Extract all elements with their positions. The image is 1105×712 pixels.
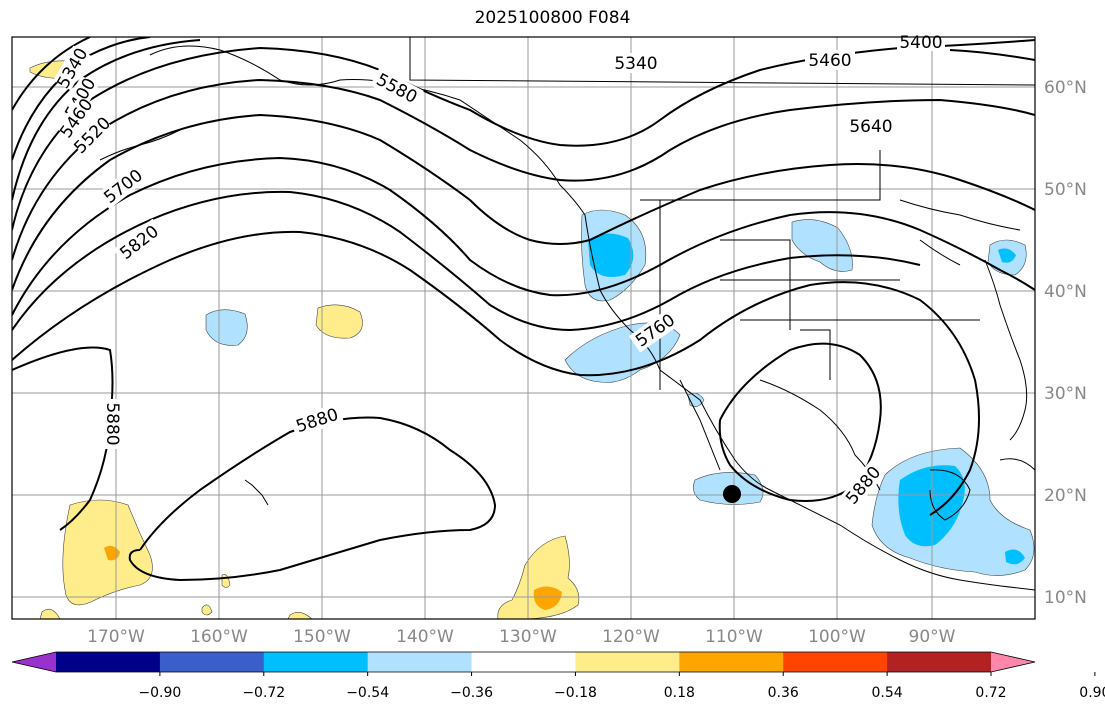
longitude-labels: 170°W 160°W 150°W 140°W 130°W 120°W 110°… bbox=[87, 627, 956, 647]
colorbar-tick-label: 0.72 bbox=[975, 685, 1006, 701]
positive-anomaly-area bbox=[287, 611, 313, 619]
lon-label: 110°W bbox=[705, 627, 763, 647]
positive-anomaly-area bbox=[315, 304, 363, 339]
height-contours bbox=[12, 37, 1035, 582]
colorbar-segment bbox=[575, 652, 680, 672]
colorbar-segment bbox=[679, 652, 784, 672]
colorbar-segment bbox=[159, 652, 265, 672]
strong-negative-anomaly-area bbox=[1005, 549, 1025, 565]
lat-label: 60°N bbox=[1044, 78, 1087, 98]
lon-label: 100°W bbox=[808, 627, 866, 647]
lat-label: 50°N bbox=[1044, 180, 1087, 200]
colorbar-extend-high bbox=[991, 652, 1035, 672]
contour-label: 5640 bbox=[849, 117, 892, 137]
strong-positive-anomaly-area bbox=[533, 586, 562, 610]
colorbar-tick-label: −0.72 bbox=[242, 685, 285, 701]
colorbar-extend-low bbox=[12, 652, 56, 672]
coastlines bbox=[99, 37, 1035, 591]
colorbar-tick-label: 0.18 bbox=[664, 685, 695, 701]
lon-label: 90°W bbox=[909, 627, 956, 647]
colorbar-tick-label: −0.54 bbox=[346, 685, 389, 701]
contour-label: 5400 bbox=[899, 33, 942, 53]
colorbar-tick-label: −0.36 bbox=[450, 685, 493, 701]
lon-label: 140°W bbox=[396, 627, 454, 647]
colorbar-segment bbox=[887, 652, 992, 672]
colorbar-segment bbox=[56, 652, 161, 672]
latitude-labels: 60°N 50°N 40°N 30°N 20°N 10°N bbox=[1044, 78, 1087, 608]
contour-label: 5460 bbox=[808, 51, 851, 71]
strong-negative-anomaly-area bbox=[998, 248, 1016, 263]
colorbar-segment bbox=[263, 652, 369, 672]
lat-label: 20°N bbox=[1044, 486, 1087, 506]
positive-anomaly-area bbox=[39, 608, 61, 619]
colorbar-tick-label: 0.90 bbox=[1079, 685, 1105, 701]
lat-label: 40°N bbox=[1044, 282, 1087, 302]
map-frame bbox=[11, 36, 1036, 620]
colorbar-tick-label: −0.18 bbox=[554, 685, 597, 701]
colorbar-tick-label: −0.90 bbox=[138, 685, 181, 701]
colorbar-outline bbox=[11, 651, 1036, 673]
negative-anomaly-area bbox=[205, 309, 248, 346]
lat-label: 30°N bbox=[1044, 384, 1087, 404]
graticule bbox=[12, 37, 1035, 619]
colorbar-tick-label: 0.36 bbox=[768, 685, 799, 701]
lon-label: 120°W bbox=[602, 627, 660, 647]
lon-label: 170°W bbox=[87, 627, 145, 647]
lon-label: 160°W bbox=[190, 627, 248, 647]
contour-label: 5340 bbox=[614, 54, 657, 74]
strong-negative-anomaly-area bbox=[588, 233, 634, 278]
contour-label: 5880 bbox=[102, 402, 122, 445]
positive-anomaly-area bbox=[201, 604, 213, 616]
colorbar-tick-label: 0.54 bbox=[872, 685, 903, 701]
chart-title: 2025100800 F084 bbox=[474, 8, 631, 28]
colorbar: −0.90 −0.72 −0.54 −0.36 −0.18 0.18 0.36 0.54 0.7… bbox=[11, 651, 1105, 701]
colorbar-segment bbox=[471, 652, 576, 672]
colorbar-segment bbox=[367, 652, 473, 672]
location-marker bbox=[723, 485, 741, 503]
lon-label: 130°W bbox=[499, 627, 557, 647]
colorbar-segment bbox=[783, 652, 888, 672]
lon-label: 150°W bbox=[293, 627, 351, 647]
lat-label: 10°N bbox=[1044, 588, 1087, 608]
